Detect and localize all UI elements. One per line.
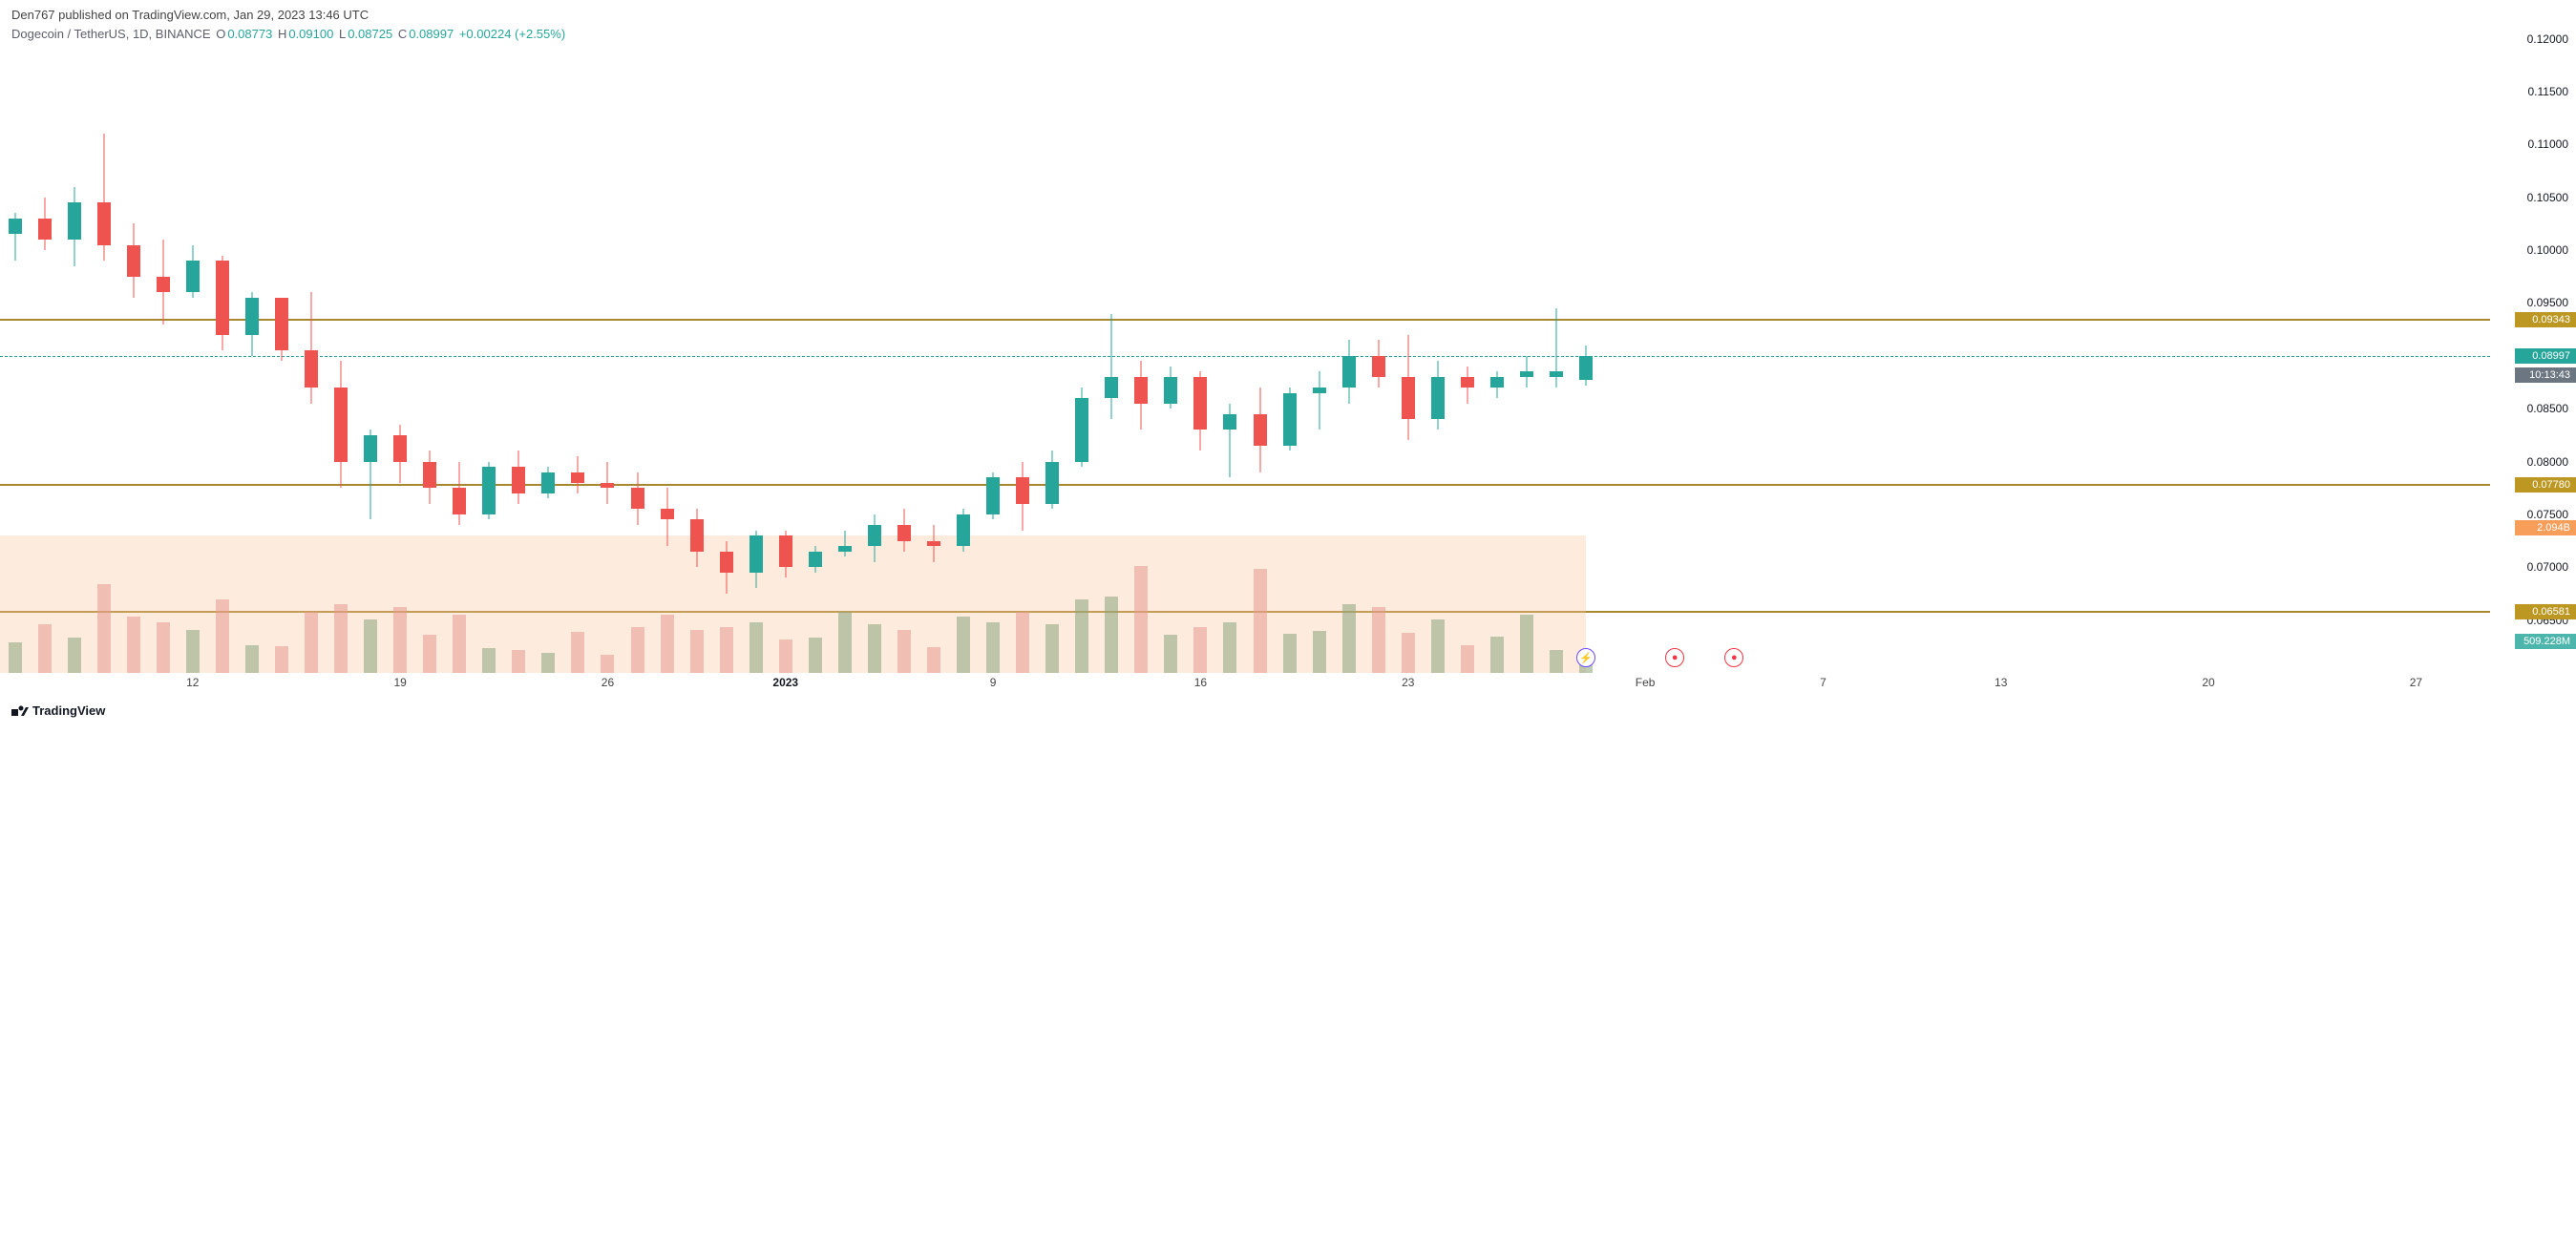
horizontal-line[interactable] xyxy=(0,319,2490,321)
volume-bar xyxy=(364,619,377,673)
volume-bar xyxy=(601,655,614,673)
volume-bar xyxy=(1105,597,1118,673)
volume-bar xyxy=(453,615,466,673)
volume-bar xyxy=(1402,633,1415,673)
volume-bar xyxy=(868,624,881,673)
volume-bar xyxy=(1461,645,1474,673)
price-axis[interactable]: 0.12000 0.11500 0.11000 0.10500 0.10000 0.095… xyxy=(2490,23,2576,673)
volume-bar xyxy=(157,622,170,673)
x-tick: 13 xyxy=(1995,676,2007,689)
volume-bar xyxy=(9,642,22,673)
volume-bar xyxy=(1193,627,1207,673)
volume-bar xyxy=(1520,615,1533,673)
volume-bar xyxy=(661,615,674,673)
x-tick: 27 xyxy=(2410,676,2422,689)
volume-bar xyxy=(97,584,111,673)
volume-bar xyxy=(1372,607,1385,673)
volume-bar xyxy=(186,630,200,673)
volume-bar xyxy=(305,612,318,673)
y-tick: 0.07000 xyxy=(2527,560,2568,574)
x-tick: 19 xyxy=(393,676,406,689)
volume-bar xyxy=(631,627,644,673)
last-price-line xyxy=(0,356,2490,357)
publish-line: Den767 published on TradingView.com, Jan… xyxy=(11,8,369,22)
y-label: 0.06581 xyxy=(2515,604,2576,619)
volume-bar xyxy=(957,617,970,673)
volume-bar xyxy=(1075,599,1088,673)
chart-area[interactable]: ⚡ ● ● xyxy=(0,23,2490,673)
y-label: 0.07780 xyxy=(2515,477,2576,493)
y-tick: 0.09500 xyxy=(2527,296,2568,309)
volume-bar xyxy=(838,612,852,673)
tradingview-logo: TradingView xyxy=(11,703,105,718)
volume-bar xyxy=(1134,566,1148,673)
y-tick: 0.10000 xyxy=(2527,243,2568,257)
volume-bar xyxy=(334,604,348,673)
volume-bar xyxy=(986,622,1000,673)
y-tick: 0.11000 xyxy=(2528,137,2569,151)
volume-bar xyxy=(897,630,911,673)
volume-bar xyxy=(127,617,140,673)
volume-bar xyxy=(482,648,496,673)
volume-bar xyxy=(1283,634,1297,673)
volume-bar xyxy=(541,653,555,673)
x-tick: 9 xyxy=(990,676,997,689)
x-tick: 23 xyxy=(1402,676,1414,689)
volume-bar xyxy=(216,599,229,673)
x-tick: Feb xyxy=(1636,676,1656,689)
volume-bar xyxy=(779,639,792,673)
y-tick: 0.08000 xyxy=(2527,455,2568,469)
volume-bar xyxy=(571,632,584,673)
y-tick: 0.11500 xyxy=(2528,85,2569,98)
y-tick: 0.12000 xyxy=(2527,32,2568,46)
x-tick: 16 xyxy=(1194,676,1207,689)
volume-bar xyxy=(393,607,407,673)
volume-bar xyxy=(275,646,288,673)
volume-bar xyxy=(423,635,436,673)
x-tick: 20 xyxy=(2202,676,2214,689)
volume-bar xyxy=(750,622,763,673)
volume-bar xyxy=(809,638,822,673)
horizontal-line[interactable] xyxy=(0,611,2490,613)
volume-bar xyxy=(927,647,940,673)
volume-bar xyxy=(1490,637,1504,673)
horizontal-line[interactable] xyxy=(0,484,2490,486)
x-tick: 2023 xyxy=(772,676,798,689)
volume-bar xyxy=(1045,624,1059,673)
volume-bar xyxy=(1313,631,1326,673)
volume-bar xyxy=(1016,612,1029,673)
y-label: 0.08997 xyxy=(2515,348,2576,364)
volume-bar xyxy=(1254,569,1267,673)
logo-text: TradingView xyxy=(32,703,105,718)
volume-bar xyxy=(245,645,259,673)
y-label: 10:13:43 xyxy=(2515,367,2576,383)
volume-bar xyxy=(1550,650,1563,673)
volume-bar xyxy=(1431,619,1445,673)
y-label: 509.228M xyxy=(2515,634,2576,649)
x-tick: 26 xyxy=(602,676,614,689)
volume-bar xyxy=(720,627,733,673)
y-label: 2.094B xyxy=(2515,520,2576,535)
volume-bar xyxy=(68,638,81,673)
volume-bar xyxy=(1164,635,1177,673)
volume-bar xyxy=(1223,622,1236,673)
event-icon[interactable]: ● xyxy=(1665,648,1684,667)
x-tick: 12 xyxy=(186,676,199,689)
y-label: 0.09343 xyxy=(2515,312,2576,327)
x-tick: 7 xyxy=(1820,676,1826,689)
y-tick: 0.10500 xyxy=(2527,191,2568,204)
y-tick: 0.08500 xyxy=(2527,402,2568,415)
y-tick: 0.07500 xyxy=(2527,508,2568,521)
volume-bar xyxy=(1342,604,1356,673)
volume-bar xyxy=(512,650,525,673)
time-axis[interactable]: 12 19 26 2023 9 16 23 Feb 7 13 20 27 xyxy=(0,676,2490,697)
event-icon[interactable]: ● xyxy=(1724,648,1743,667)
volume-bar xyxy=(38,624,52,673)
event-icon[interactable]: ⚡ xyxy=(1576,648,1595,667)
volume-bar xyxy=(690,630,704,673)
chart-container: Den767 published on TradingView.com, Jan… xyxy=(0,0,2576,725)
logo-icon xyxy=(11,705,29,717)
